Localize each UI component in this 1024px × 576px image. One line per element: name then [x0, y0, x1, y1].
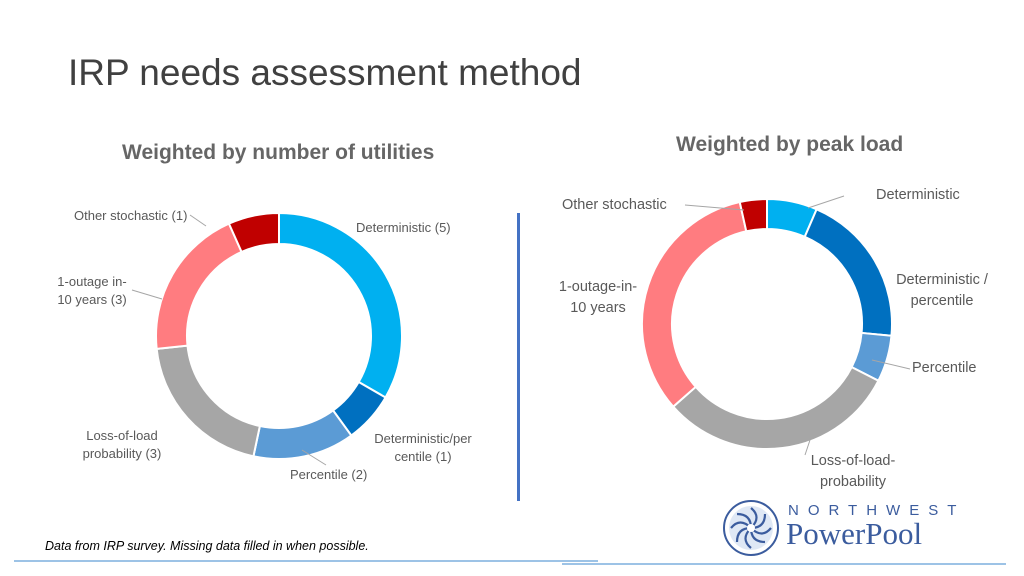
utilities-slice-percentile [252, 409, 353, 460]
label-loss-of-load-2: Loss-of-load- probability [810, 453, 896, 490]
footer-rule-right [562, 563, 1006, 565]
leader-line [804, 439, 811, 456]
chart-title-utilities: Weighted by number of utilities [122, 141, 435, 164]
logo-swirl-icon [723, 500, 779, 556]
utilities-slice-deterministic [278, 211, 403, 399]
label-det-percentile-1: Deterministic/per centile (1) [374, 431, 472, 464]
leader-lines [131, 195, 911, 466]
leader-line [684, 204, 745, 211]
label-det-percentile-2: Deterministic / percentile [896, 272, 988, 309]
chart-title-peak-load: Weighted by peak load [676, 133, 904, 156]
peak-load-slice-deterministic-percentile [803, 207, 893, 337]
label-loss-of-load-1: Loss-of-load probability (3) [82, 428, 162, 461]
logo-text-northwest: NORTHWEST [788, 502, 966, 519]
donut-chart-peak-load [641, 197, 893, 450]
label-deterministic-2: Deterministic [876, 187, 960, 203]
leader-line [807, 195, 845, 209]
leader-line [189, 214, 207, 227]
peak-load-slice-loss-of-load [671, 365, 880, 450]
leader-line [871, 359, 911, 370]
logo-text-powerpool: PowerPool [786, 516, 923, 551]
footer-rule-left [14, 560, 598, 562]
peak-load-slice-one-outage [641, 200, 748, 409]
leader-line [301, 449, 327, 466]
utilities-slice-one-outage [155, 222, 243, 350]
footer-note: Data from IRP survey. Missing data fille… [45, 539, 369, 553]
label-other-stochastic-1: Other stochastic (1) [74, 208, 188, 223]
label-one-outage-2: 1-outage-in- 10 years [558, 279, 638, 316]
label-percentile-2: Percentile [912, 360, 977, 376]
label-deterministic-1: Deterministic (5) [356, 220, 451, 235]
utilities-slice-other-stochastic [227, 211, 280, 254]
label-percentile-1: Percentile (2) [290, 467, 368, 482]
donut-chart-utilities [155, 211, 403, 460]
divider-line [517, 213, 520, 501]
label-one-outage-1: 1-outage in- 10 years (3) [57, 274, 127, 307]
leader-line [131, 289, 163, 300]
page-title: IRP needs assessment method [68, 52, 582, 93]
peak-load-slice-other-stochastic [738, 197, 768, 233]
label-other-stochastic-2: Other stochastic [562, 197, 667, 213]
